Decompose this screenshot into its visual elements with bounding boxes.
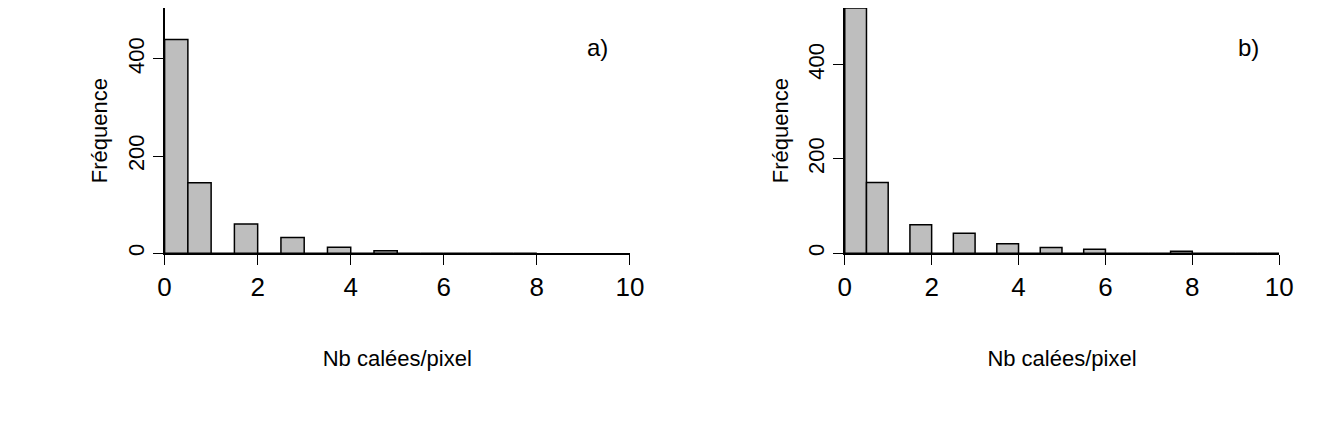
svg-text:6: 6 bbox=[437, 272, 451, 302]
svg-text:a): a) bbox=[587, 34, 608, 61]
svg-text:8: 8 bbox=[530, 272, 544, 302]
svg-text:6: 6 bbox=[1098, 272, 1112, 302]
svg-text:200: 200 bbox=[124, 134, 149, 171]
svg-text:10: 10 bbox=[615, 272, 644, 302]
svg-text:200: 200 bbox=[804, 137, 829, 174]
svg-text:0: 0 bbox=[804, 244, 829, 256]
svg-text:10: 10 bbox=[1265, 272, 1294, 302]
svg-text:2: 2 bbox=[250, 272, 264, 302]
svg-text:Fréquence: Fréquence bbox=[768, 78, 793, 183]
svg-text:Fréquence: Fréquence bbox=[87, 78, 112, 183]
svg-text:400: 400 bbox=[124, 37, 149, 74]
svg-text:8: 8 bbox=[1185, 272, 1199, 302]
svg-text:400: 400 bbox=[804, 43, 829, 80]
svg-text:0: 0 bbox=[838, 272, 852, 302]
svg-text:4: 4 bbox=[343, 272, 357, 302]
svg-text:b): b) bbox=[1238, 34, 1259, 61]
svg-text:Nb calées/pixel: Nb calées/pixel bbox=[323, 346, 472, 371]
svg-text:Nb calées/pixel: Nb calées/pixel bbox=[987, 346, 1136, 371]
svg-text:0: 0 bbox=[157, 272, 171, 302]
svg-text:2: 2 bbox=[924, 272, 938, 302]
svg-text:4: 4 bbox=[1011, 272, 1025, 302]
svg-text:0: 0 bbox=[124, 244, 149, 256]
